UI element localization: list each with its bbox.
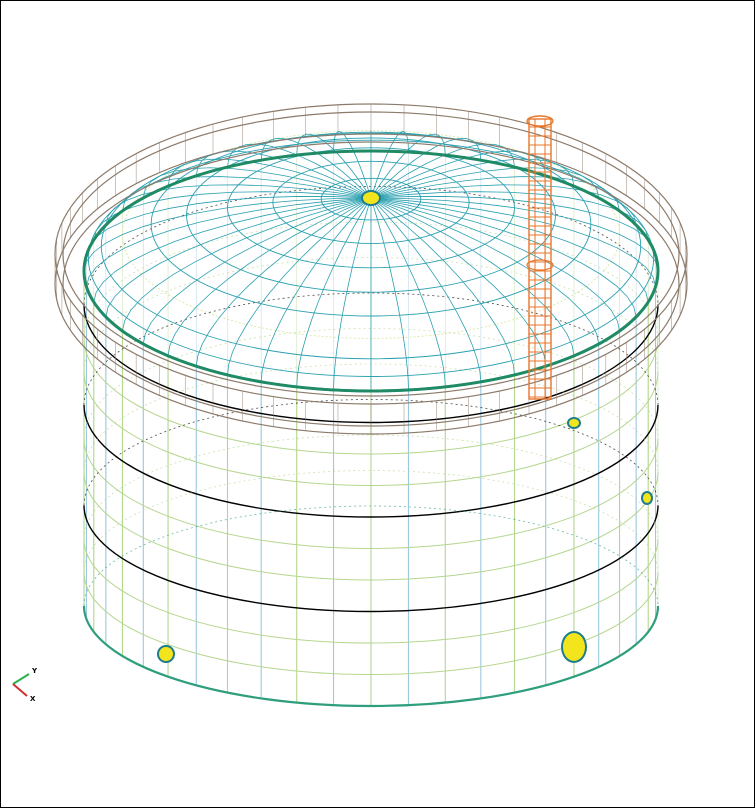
ladder-rails [534,118,546,400]
roof-radial-line [370,158,575,199]
shell-ring-front [83,371,659,486]
ladder-top-hoop [526,115,554,127]
shell-ring-front [82,605,660,708]
shell-ring-back [83,470,659,573]
roof-radial-line [370,133,446,199]
shell-ring-front [83,572,659,675]
shell-ring-front [83,538,659,644]
roof-radial-line [195,197,372,367]
roof-radial-line [83,197,372,272]
x-axis-line [12,683,28,697]
roof-radial-line [370,197,656,287]
roof-radial-line [370,197,600,345]
roof-radial-line [370,184,637,226]
shell-ring-back [83,292,659,406]
ladder-mid-hoop [526,259,554,271]
roof-radial-line [227,143,372,199]
shell-ring-back [83,328,659,439]
roof-radial-line [260,197,372,382]
roof-radial-line [167,197,372,356]
tank-nozzles [157,190,653,663]
roof-rim [82,149,660,393]
roof-radial-line [370,197,649,303]
shell-ring-front [83,404,659,518]
roof-radial-line [105,197,372,318]
roof-radial-line [227,197,372,375]
roof-radial-line [333,131,372,199]
roof-radial-line [260,138,372,199]
roof-radial-line [296,197,372,387]
nozzle [363,192,379,204]
shell-ring-back [83,257,659,372]
roof-radial-line [370,197,659,272]
roof-radial-line [93,197,372,303]
nozzle [643,493,651,503]
roof-radial-line [296,133,372,199]
roof-radial-line [370,197,409,390]
nozzle [569,419,579,427]
shell-ring-front [83,471,659,581]
y-axis-label: Y [31,667,38,675]
roof-radial-line [370,131,409,199]
shell-ring-back [83,399,659,506]
roof-radial-line [370,191,649,241]
x-axis-label: X [30,695,36,703]
roof-radial-line [370,197,637,318]
roof-radial-line [333,197,372,390]
roof-radial-line [142,197,372,345]
roof-radial-line [370,167,600,199]
shell-ring-back [83,434,659,540]
shell-ring-front [83,505,659,613]
nozzle [563,633,585,661]
roof-radial-line [122,197,372,332]
tank-perimeter-platform [54,103,688,435]
roof-radial-line [86,197,372,287]
roof-radial-line [370,197,515,375]
shell-ring-front [83,337,659,455]
roof-radial-line [195,150,372,199]
roof-radial-line [370,197,575,356]
roof-radial-line [93,191,372,241]
tank-dome-roof [82,130,660,393]
axis-triad: Y X [12,667,38,703]
roof-radial-line [105,184,372,226]
nozzle [159,647,173,661]
access-ladder-cage [526,115,554,400]
shell-ring-back [83,505,659,607]
roof-radial-line [142,167,372,199]
roof-radial-line [370,197,482,382]
roof-radial-line [370,197,547,367]
y-axis-line [12,673,30,685]
roof-radial-line [370,143,515,199]
roof-radial-line [370,197,446,387]
roof-radial-line [167,158,372,199]
